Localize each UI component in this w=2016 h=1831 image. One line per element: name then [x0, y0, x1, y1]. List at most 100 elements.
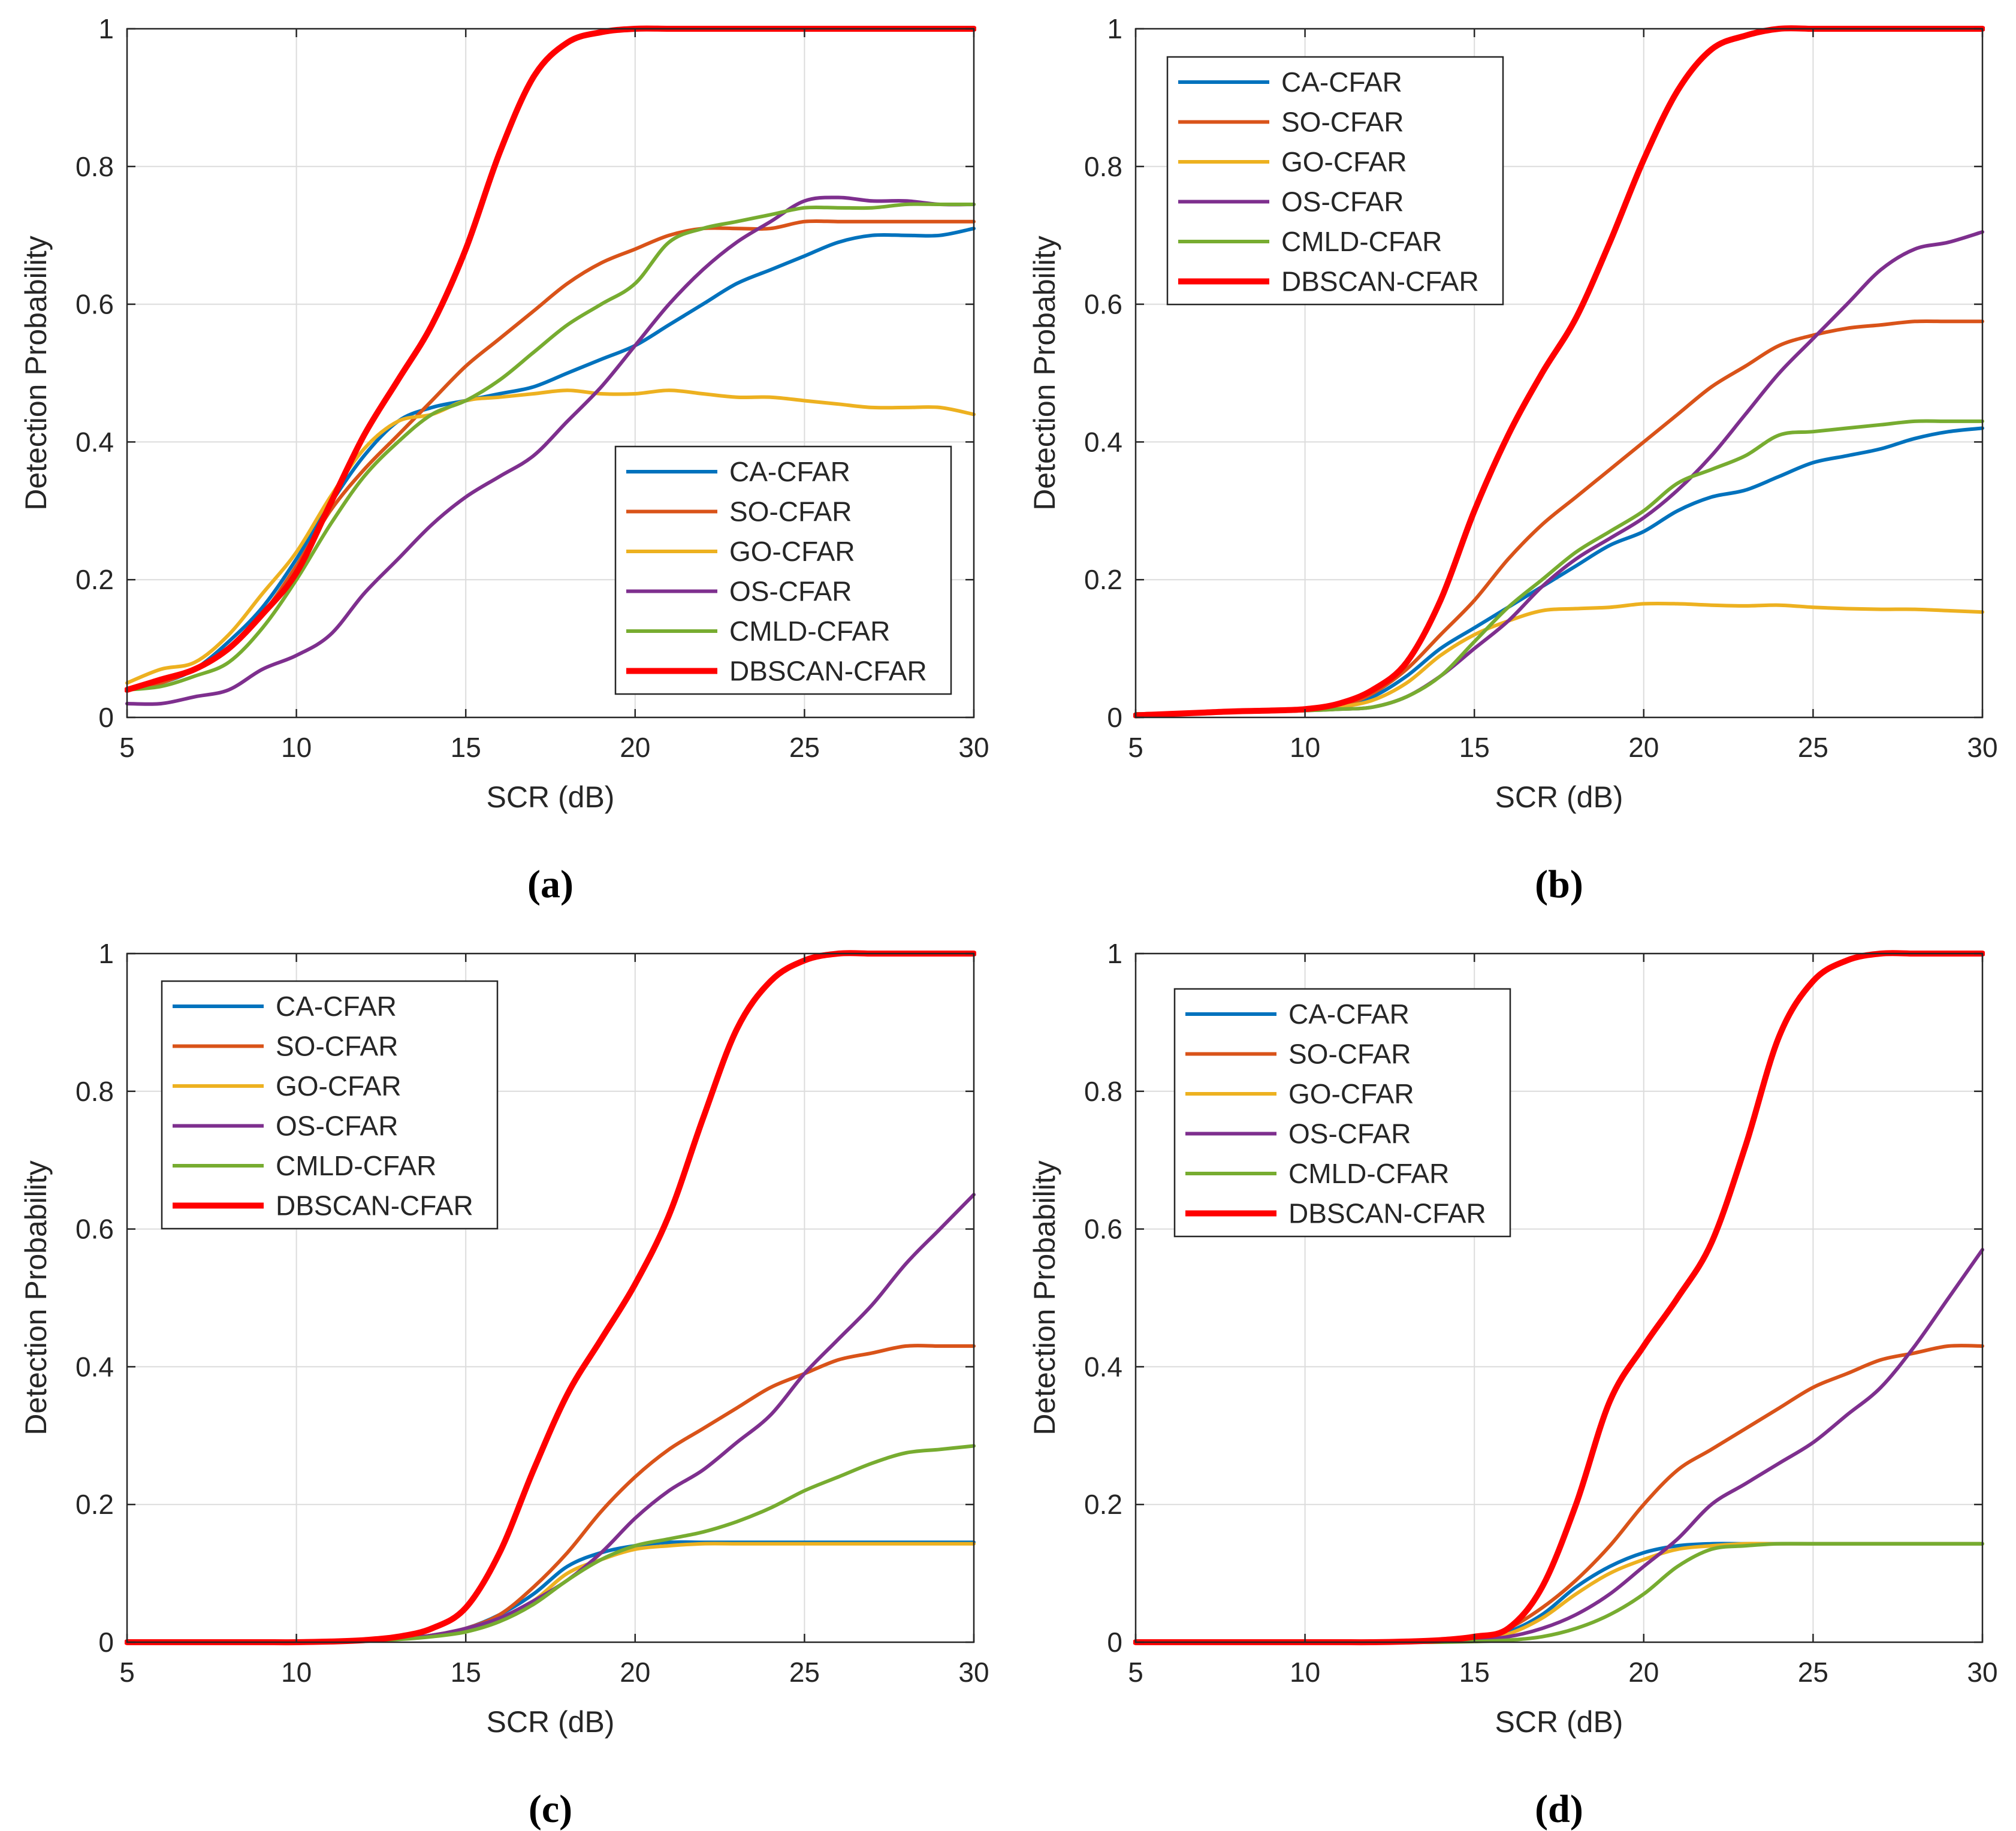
x-tick-label: 5 — [119, 732, 135, 763]
x-tick-label: 25 — [1798, 1657, 1828, 1688]
y-tick-label: 0.2 — [76, 1489, 114, 1520]
x-axis-label: SCR (dB) — [487, 1705, 615, 1739]
y-tick-label: 1 — [1107, 13, 1122, 44]
y-tick-label: 0 — [1107, 1627, 1122, 1658]
panel-caption: (c) — [529, 1787, 572, 1831]
legend-label: SO-CFAR — [1281, 107, 1404, 138]
x-tick-label: 30 — [1967, 1657, 1997, 1688]
y-tick-label: 0.4 — [1084, 426, 1122, 457]
x-tick-label: 25 — [789, 732, 820, 763]
legend: CA-CFAR SO-CFAR GO-CFAR OS-CFAR CMLD-CFAR DBS… — [1173, 988, 1511, 1238]
x-tick-label: 5 — [119, 1657, 135, 1688]
y-tick-label: 0 — [1107, 702, 1122, 733]
x-tick-label: 20 — [1628, 1657, 1659, 1688]
legend-label: CMLD-CFAR — [276, 1150, 436, 1181]
x-tick-label: 10 — [1290, 732, 1320, 763]
y-tick-label: 0.8 — [76, 1076, 114, 1107]
y-axis-label: Detection Probability — [19, 1160, 53, 1435]
x-axis-label: SCR (dB) — [487, 780, 615, 814]
x-tick-label: 30 — [1967, 732, 1997, 763]
axes-box — [1134, 28, 1984, 719]
chart-panel-3: 5 10 15 20 25 30 0 0.2 0.4 0.6 0.8 1 SCR (dB) Detecti… — [19, 938, 989, 1831]
legend-label: DBSCAN-CFAR — [729, 656, 927, 687]
chart-panel-1: 5 10 15 20 25 30 0 0.2 0.4 0.6 0.8 1 SCR (dB) Detecti… — [19, 13, 989, 906]
legend-label: CA-CFAR — [1288, 999, 1410, 1030]
y-tick-label: 1 — [98, 938, 114, 969]
axes-box — [126, 952, 975, 1643]
axes-box — [1134, 952, 1984, 1643]
series-lines — [125, 25, 976, 706]
legend-label: CMLD-CFAR — [729, 616, 890, 647]
legend-box — [1166, 56, 1504, 306]
legend-label: GO-CFAR — [276, 1070, 402, 1102]
legend-label: GO-CFAR — [1281, 146, 1407, 177]
legend-label: DBSCAN-CFAR — [276, 1190, 473, 1221]
panel-caption: (b) — [1535, 862, 1583, 906]
x-tick-label: 10 — [281, 732, 312, 763]
x-tick-label: 20 — [620, 732, 650, 763]
x-tick-label: 15 — [451, 1657, 481, 1688]
legend-label: CMLD-CFAR — [1288, 1158, 1449, 1189]
y-tick-label: 0.8 — [1084, 151, 1122, 182]
legend-label: CA-CFAR — [276, 991, 397, 1022]
x-tick-label: 20 — [620, 1657, 650, 1688]
y-tick-label: 0.4 — [76, 426, 114, 457]
legend-label: OS-CFAR — [1288, 1118, 1411, 1150]
x-axis-label: SCR (dB) — [1495, 780, 1623, 814]
y-tick-label: 0 — [98, 702, 114, 733]
x-tick-label: 30 — [958, 1657, 989, 1688]
x-tick-label: 25 — [1798, 732, 1828, 763]
legend-label: OS-CFAR — [276, 1111, 398, 1142]
y-tick-label: 0.6 — [1084, 289, 1122, 320]
y-tick-label: 0.6 — [76, 289, 114, 320]
legend-label: GO-CFAR — [1288, 1078, 1414, 1109]
chart-panel-2: 5 10 15 20 25 30 0 0.2 0.4 0.6 0.8 1 SCR (dB) Detecti… — [1028, 13, 1998, 906]
legend: CA-CFAR SO-CFAR GO-CFAR OS-CFAR CMLD-CFAR DBS… — [161, 980, 499, 1230]
series-line-ca-cfar — [125, 227, 976, 692]
x-tick-label: 5 — [1128, 732, 1143, 763]
axes-box — [126, 28, 975, 719]
y-tick-label: 1 — [98, 13, 114, 44]
legend-box — [614, 445, 952, 695]
legend-label: SO-CFAR — [276, 1031, 398, 1062]
legend-label: OS-CFAR — [729, 576, 852, 607]
y-tick-label: 0 — [98, 1627, 114, 1658]
legend-box — [161, 980, 499, 1230]
x-tick-label: 25 — [789, 1657, 820, 1688]
y-tick-label: 0.4 — [1084, 1351, 1122, 1382]
legend-label: DBSCAN-CFAR — [1281, 266, 1479, 297]
y-axis-label: Detection Probability — [19, 236, 53, 511]
legend: CA-CFAR SO-CFAR GO-CFAR OS-CFAR CMLD-CFAR DBS… — [614, 445, 952, 695]
legend-label: CA-CFAR — [1281, 67, 1402, 98]
x-tick-label: 20 — [1628, 732, 1659, 763]
x-tick-label: 15 — [1459, 1657, 1490, 1688]
y-tick-label: 0.8 — [76, 151, 114, 182]
legend-label: DBSCAN-CFAR — [1288, 1198, 1486, 1229]
y-tick-label: 0.8 — [1084, 1076, 1122, 1107]
legend-label: SO-CFAR — [729, 496, 852, 527]
chart-panel-4: 5 10 15 20 25 30 0 0.2 0.4 0.6 0.8 1 SCR (dB) Detecti… — [1028, 938, 1998, 1831]
y-tick-label: 0.4 — [76, 1351, 114, 1382]
x-tick-label: 5 — [1128, 1657, 1143, 1688]
legend-label: SO-CFAR — [1288, 1039, 1411, 1070]
series-line-os-cfar — [125, 195, 976, 706]
y-tick-label: 0.2 — [1084, 1489, 1122, 1520]
panel-caption: (a) — [527, 862, 574, 906]
y-tick-label: 0.2 — [76, 564, 114, 595]
legend-label: CMLD-CFAR — [1281, 226, 1442, 257]
legend-box — [1173, 988, 1511, 1238]
y-tick-label: 1 — [1107, 938, 1122, 969]
x-tick-label: 15 — [451, 732, 481, 763]
series-line-go-cfar — [125, 388, 976, 685]
x-tick-label: 10 — [281, 1657, 312, 1688]
y-tick-label: 0.6 — [76, 1214, 114, 1245]
legend: CA-CFAR SO-CFAR GO-CFAR OS-CFAR CMLD-CFAR DBS… — [1166, 56, 1504, 306]
y-axis-label: Detection Probability — [1028, 236, 1061, 511]
panel-caption: (d) — [1535, 1787, 1583, 1831]
y-tick-label: 0.6 — [1084, 1214, 1122, 1245]
x-axis-label: SCR (dB) — [1495, 1705, 1623, 1739]
x-tick-label: 10 — [1290, 1657, 1320, 1688]
x-tick-label: 30 — [958, 732, 989, 763]
y-tick-label: 0.2 — [1084, 564, 1122, 595]
